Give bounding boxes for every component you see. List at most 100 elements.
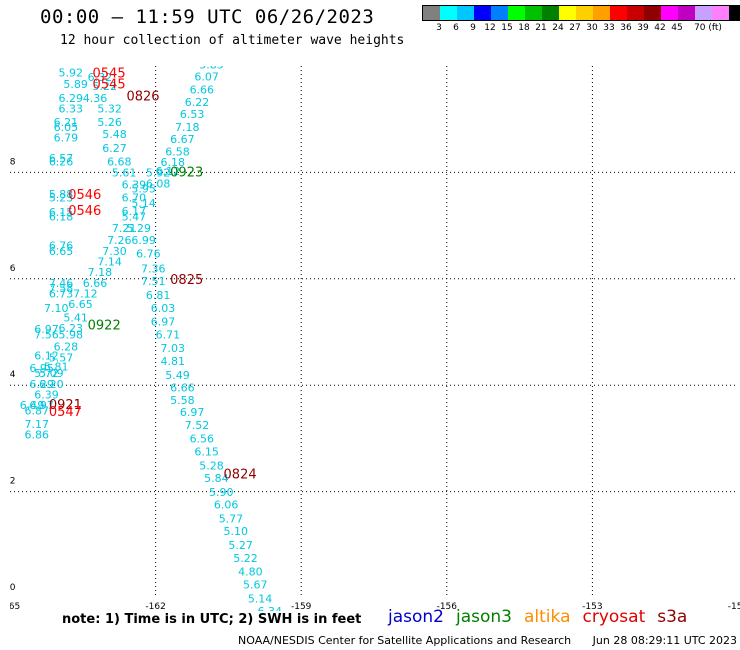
wave-height-label: 5.26 — [97, 116, 122, 129]
lon-tick-label: -162 — [145, 602, 165, 611]
wave-height-label: 5.41 — [63, 311, 88, 324]
track-time-label: 0546 — [68, 188, 101, 203]
wave-height-label: 5.14 — [248, 592, 273, 605]
satellite-legend-s3a: s3a — [657, 607, 688, 627]
wave-height-label: 7.17 — [25, 418, 50, 431]
wave-height-label: 7.18 — [88, 266, 113, 279]
wave-height-label: 6.08 — [146, 177, 171, 190]
color-swatch — [423, 6, 440, 20]
wave-height-label: 6.26 — [49, 155, 74, 168]
wave-height-label: 6.27 — [102, 142, 127, 155]
wave-height-label: 6.34 — [258, 605, 283, 611]
wave-height-label: 6.56 — [190, 433, 215, 446]
wave-height-label: 6.86 — [25, 428, 50, 441]
color-scale-label: 15 — [501, 23, 513, 33]
wave-height-label: 6.95 — [29, 362, 54, 375]
wave-height-label: 6.20 — [39, 378, 64, 391]
wave-height-label: 4.80 — [238, 566, 263, 579]
credit-line: NOAA/NESDIS Center for Satellite Applica… — [238, 634, 737, 647]
wave-height-label: 6.33 — [59, 102, 84, 115]
color-swatch — [508, 6, 525, 20]
wave-height-label: 4.81 — [160, 355, 185, 368]
track-time-label: 0921 — [49, 398, 82, 413]
wave-height-label: 5.81 — [44, 360, 68, 373]
wave-height-label: 6.87 — [25, 404, 50, 417]
color-swatch — [525, 6, 542, 20]
wave-height-label: 6.66 — [83, 277, 108, 290]
wave-height-label: 5.84 — [204, 472, 229, 485]
wave-height-label: 6.97 — [34, 323, 59, 336]
wave-height-label: 6.53 — [180, 108, 205, 121]
wave-height-label: 5.61 — [112, 167, 137, 180]
wave-height-label: 6.12 — [156, 165, 181, 178]
wave-height-label: 7.14 — [97, 256, 122, 269]
wave-height-label: 6.65 — [68, 298, 93, 311]
wave-height-label: 7.10 — [44, 302, 68, 315]
color-swatch — [593, 6, 610, 20]
track-time-label: 0545 — [93, 67, 126, 82]
wave-height-label: 5.49 — [165, 369, 190, 382]
wave-height-label: 5.58 — [170, 394, 195, 407]
color-swatch — [610, 6, 627, 20]
color-scale-label: 24 — [552, 23, 564, 33]
wave-height-label: 6.21 — [54, 116, 79, 129]
wave-height-label: 5.10 — [224, 525, 249, 538]
wave-height-label: 6.58 — [165, 145, 190, 158]
satellite-legend-cryosat: cryosat — [582, 607, 646, 627]
color-scale-label: 39 — [637, 23, 649, 33]
color-scale-label: 70 (ft) — [694, 23, 722, 33]
color-scale-label: 18 — [518, 23, 530, 33]
wave-height-label: 6.39 — [122, 178, 147, 191]
color-scale-label: 6 — [453, 23, 459, 33]
wave-height-label: 5.47 — [122, 210, 147, 223]
color-swatch — [457, 6, 474, 20]
color-scale-swatches — [422, 5, 740, 21]
wave-height-label: 6.18 — [160, 156, 185, 169]
wave-height-label: 7.21 — [112, 222, 137, 235]
wave-height-label: 6.18 — [49, 210, 74, 223]
lat-tick-label: 36 — [10, 264, 16, 274]
color-scale-label: 36 — [620, 23, 632, 33]
wave-height-label: 6.81 — [146, 289, 171, 302]
track-time-label: 0922 — [88, 318, 121, 333]
wave-height-label: 6.71 — [156, 328, 181, 341]
wave-height-label: 5.95 — [131, 183, 156, 196]
color-scale-labels: 3 6 9 12 15 18 21 24 27 30 33 36 39 42 45 70 (ft) — [422, 21, 728, 35]
wave-height-label: 7.26 — [107, 234, 132, 247]
wave-height-label: 4.36 — [83, 92, 108, 105]
color-scale-label: 42 — [654, 23, 666, 33]
color-scale-label: 30 — [586, 23, 598, 33]
wave-height-label: 5.22 — [93, 80, 118, 93]
wave-height-label: 6.49 — [20, 399, 44, 412]
wave-height-label: 6.97 — [151, 316, 176, 329]
map-title: 00:00 – 11:59 UTC 06/26/2023 — [40, 6, 375, 28]
wave-height-label: 7.18 — [175, 121, 200, 134]
wave-height-label: 6.67 — [170, 133, 195, 146]
color-swatch — [678, 6, 695, 20]
lat-tick-label: 38 — [10, 157, 16, 167]
wave-height-label: 6.05 — [54, 121, 79, 134]
wave-height-label: 6.79 — [54, 132, 79, 145]
track-time-label: 0545 — [93, 77, 126, 92]
wave-height-label: 6.68 — [107, 155, 132, 168]
lon-tick-label: -156 — [437, 602, 458, 611]
track-time-label: 0923 — [170, 166, 203, 181]
color-swatch — [729, 6, 740, 20]
wave-height-label: 5.92 — [59, 67, 84, 80]
wave-height-label: 5.98 — [59, 328, 84, 341]
units-note: note: 1) Time is in UTC; 2) SWH is in fe… — [62, 612, 362, 627]
wave-height-label: 5.23 — [49, 192, 74, 205]
wave-height-label: 6.22 — [185, 96, 210, 109]
track-time-label: 0547 — [49, 405, 82, 420]
color-swatch — [491, 6, 508, 20]
wave-height-label: 6.17 — [122, 205, 147, 218]
wave-height-label: 6.66 — [170, 382, 195, 395]
lat-tick-label: 32 — [10, 477, 15, 487]
wave-height-label: 6.99 — [131, 234, 156, 247]
wave-height-label: 7.58 — [49, 282, 74, 295]
wave-height-label: 6.97 — [29, 399, 54, 412]
color-scale-legend: 3 6 9 12 15 18 21 24 27 30 33 36 39 42 45 70 (ft) — [422, 5, 740, 35]
color-scale-label: 12 — [484, 23, 496, 33]
wave-height-label: 6.29 — [29, 378, 54, 391]
satellite-legend-jason2: jason2 — [388, 607, 444, 627]
